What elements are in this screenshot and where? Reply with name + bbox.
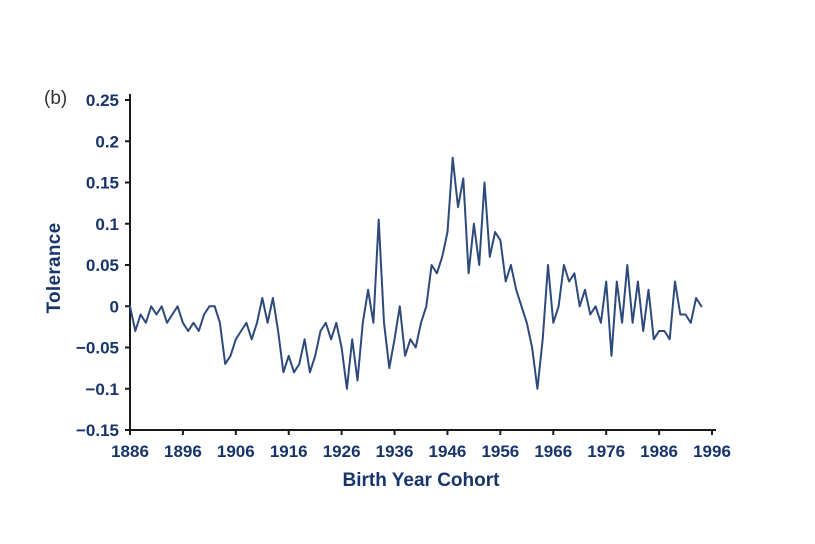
x-tick-label: 1996: [693, 442, 731, 461]
x-tick-label: 1916: [270, 442, 308, 461]
x-tick-label: 1946: [429, 442, 467, 461]
x-tick-label: 1896: [164, 442, 202, 461]
x-tick-label: 1966: [534, 442, 572, 461]
y-tick-label: −0.05: [76, 339, 119, 358]
x-tick-label: 1956: [481, 442, 519, 461]
y-tick-label: −0.1: [85, 380, 119, 399]
panel-label: (b): [44, 88, 68, 109]
tolerance-line: [129, 156, 703, 390]
y-tick-label: 0.05: [86, 256, 119, 275]
x-tick-label: 1886: [111, 442, 149, 461]
y-tick-label: −0.15: [76, 421, 119, 440]
y-tick-label: 0.15: [86, 174, 119, 193]
y-tick-label: 0: [110, 297, 119, 316]
y-tick-label: 0.2: [95, 132, 119, 151]
x-tick-label: 1906: [217, 442, 255, 461]
y-tick-label: 0.1: [95, 215, 119, 234]
x-tick-label: 1926: [323, 442, 361, 461]
x-tick-label: 1936: [376, 442, 414, 461]
x-axis-title: Birth Year Cohort: [342, 470, 500, 491]
x-tick-label: 1976: [587, 442, 625, 461]
y-tick-label: 0.25: [86, 91, 119, 110]
x-tick-label: 1986: [640, 442, 678, 461]
